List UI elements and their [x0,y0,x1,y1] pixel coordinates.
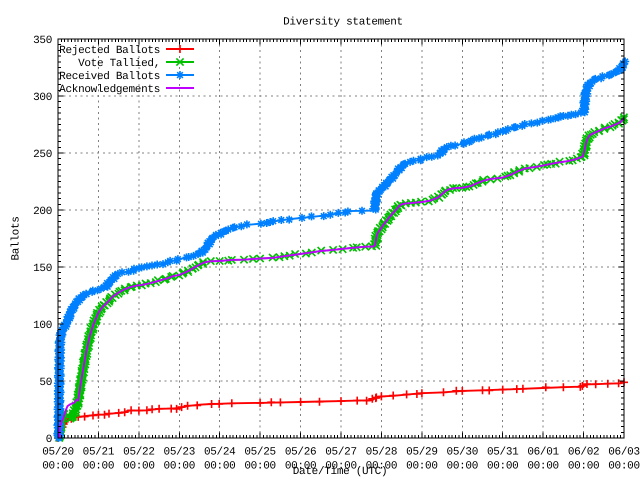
svg-text:06/03: 06/03 [608,447,640,459]
svg-text:00:00: 00:00 [42,461,74,473]
svg-text:250: 250 [33,149,52,161]
svg-text:Acknowledgements: Acknowledgements [59,84,160,96]
svg-text:05/27: 05/27 [325,447,357,459]
svg-text:Vote Tallied,: Vote Tallied, [78,58,160,70]
svg-text:06/02: 06/02 [568,447,600,459]
svg-text:05/31: 05/31 [487,447,519,459]
svg-text:Rejected Ballots: Rejected Ballots [59,45,160,57]
svg-text:00:00: 00:00 [244,461,276,473]
svg-text:Received Ballots: Received Ballots [59,71,160,83]
svg-text:00:00: 00:00 [487,461,519,473]
svg-text:00:00: 00:00 [325,461,357,473]
svg-text:05/20: 05/20 [42,447,74,459]
svg-text:00:00: 00:00 [123,461,155,473]
svg-text:150: 150 [33,263,52,275]
svg-text:05/24: 05/24 [204,447,236,459]
svg-text:00:00: 00:00 [366,461,398,473]
svg-text:100: 100 [33,320,52,332]
svg-text:Date/Time (UTC): Date/Time (UTC) [293,466,388,478]
svg-text:00:00: 00:00 [568,461,600,473]
svg-text:00:00: 00:00 [83,461,115,473]
svg-text:00:00: 00:00 [164,461,196,473]
svg-text:05/29: 05/29 [406,447,438,459]
svg-text:Diversity statement: Diversity statement [283,17,403,29]
svg-text:350: 350 [33,35,52,47]
svg-text:300: 300 [33,92,52,104]
svg-text:05/30: 05/30 [447,447,479,459]
svg-text:00:00: 00:00 [527,461,559,473]
svg-text:00:00: 00:00 [608,461,640,473]
svg-text:05/28: 05/28 [366,447,398,459]
svg-text:0: 0 [46,434,52,446]
svg-text:00:00: 00:00 [406,461,438,473]
svg-text:200: 200 [33,206,52,218]
svg-text:05/22: 05/22 [123,447,155,459]
svg-text:Ballots: Ballots [11,216,23,260]
svg-text:00:00: 00:00 [285,461,317,473]
svg-text:00:00: 00:00 [447,461,479,473]
svg-text:00:00: 00:00 [204,461,236,473]
svg-text:06/01: 06/01 [527,447,559,459]
svg-text:50: 50 [39,377,52,389]
svg-text:05/23: 05/23 [164,447,196,459]
svg-text:05/25: 05/25 [244,447,276,459]
svg-text:05/26: 05/26 [285,447,317,459]
svg-text:05/21: 05/21 [83,447,115,459]
